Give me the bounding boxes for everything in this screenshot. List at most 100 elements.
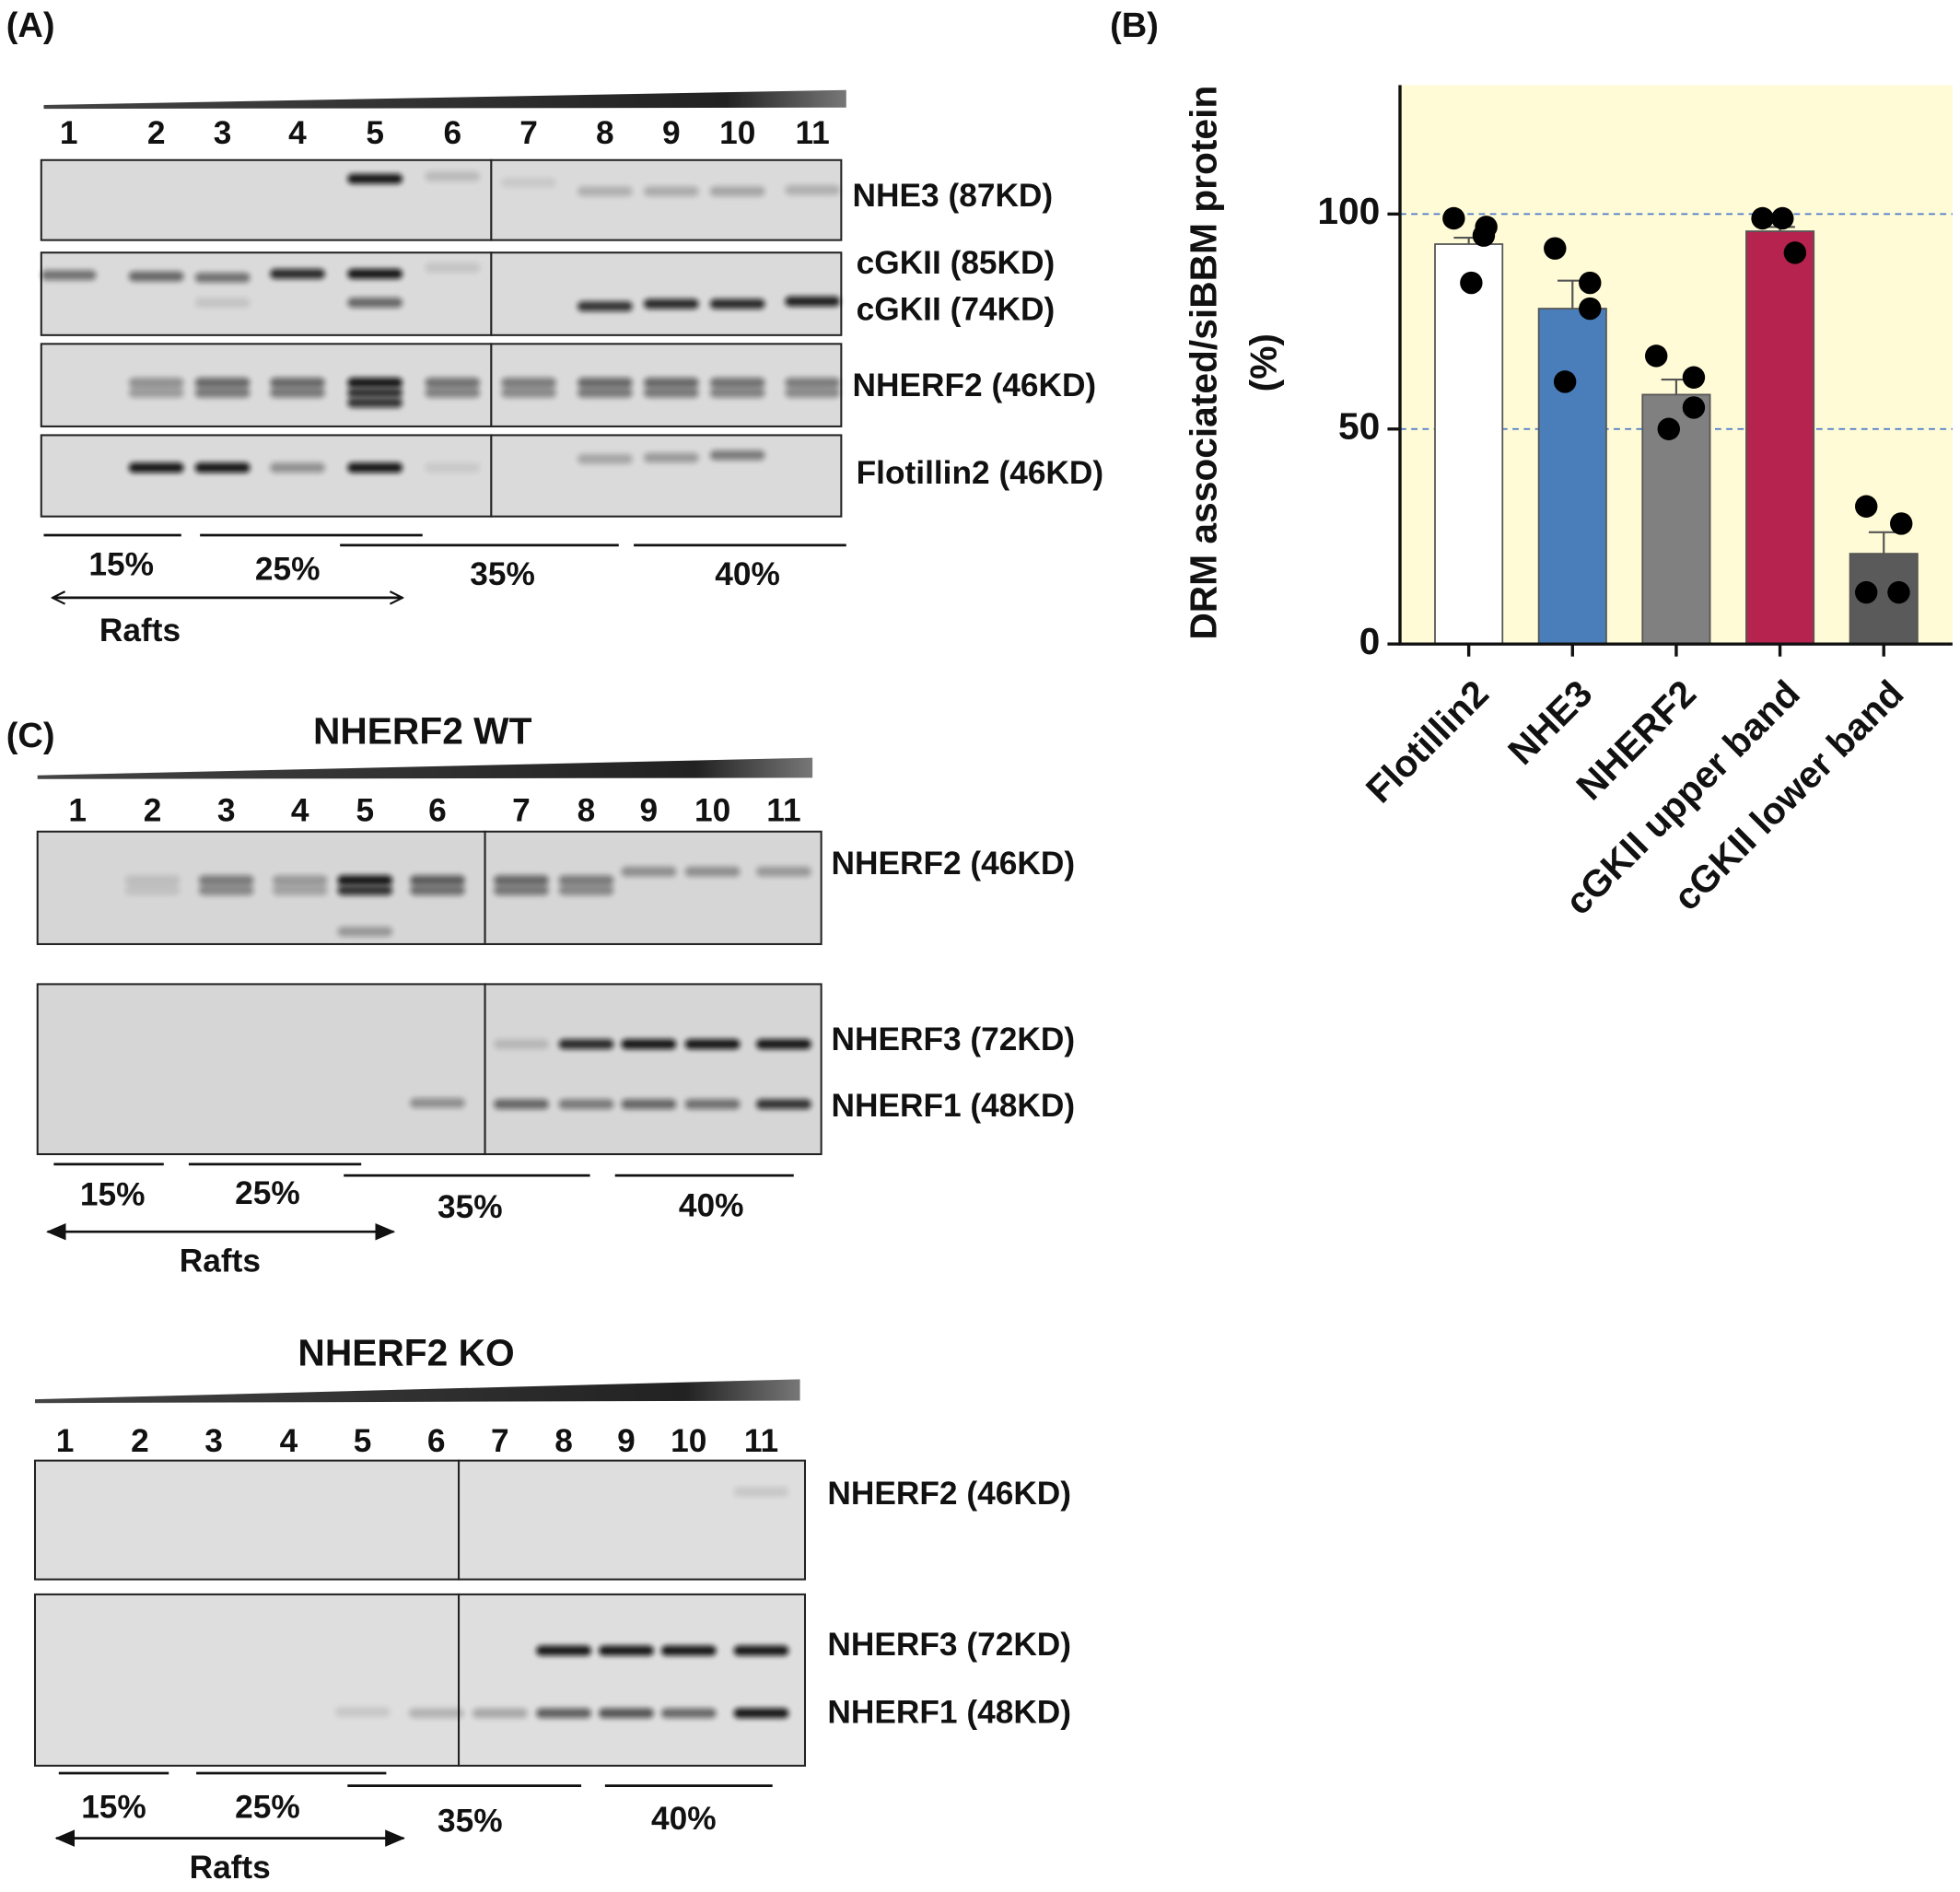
- panel-label: (B): [1110, 6, 1159, 45]
- lane-number: 3: [214, 115, 232, 151]
- lane-number: 1: [60, 115, 78, 151]
- blot-title: NHERF2 WT: [313, 710, 532, 753]
- lane-number: 7: [491, 1423, 509, 1459]
- protein-band: [785, 184, 840, 195]
- data-point: [1460, 271, 1483, 295]
- gradient-wedge: [43, 89, 846, 110]
- data-point: [1579, 271, 1602, 295]
- fraction-label: 35%: [438, 1189, 503, 1225]
- blot-membrane: [458, 1459, 807, 1581]
- data-point: [1783, 241, 1807, 264]
- protein-band: [709, 298, 765, 309]
- protein-band: [684, 866, 741, 877]
- protein-band: [272, 885, 328, 896]
- lane-number: 9: [617, 1423, 636, 1459]
- protein-band: [425, 387, 481, 398]
- protein-band: [709, 377, 765, 388]
- lane-number: 6: [443, 115, 461, 151]
- fraction-label: 40%: [651, 1801, 717, 1837]
- protein-band: [578, 186, 633, 197]
- protein-band: [425, 462, 481, 473]
- lane-number: 9: [662, 115, 681, 151]
- protein-band: [128, 377, 184, 388]
- lane-number: 2: [147, 115, 166, 151]
- fraction-label: 15%: [81, 1790, 146, 1826]
- lane-number: 7: [512, 793, 531, 829]
- protein-band: [785, 387, 840, 398]
- protein-band: [337, 885, 393, 896]
- protein-label: NHE3 (87KD): [853, 178, 1054, 214]
- bar: [1745, 230, 1815, 646]
- protein-band: [501, 377, 556, 388]
- lane-number: 5: [354, 1423, 372, 1459]
- protein-band: [198, 885, 254, 896]
- protein-band: [785, 296, 840, 307]
- lane-number: 10: [719, 115, 755, 151]
- protein-band: [785, 377, 840, 388]
- fraction-label: 40%: [679, 1188, 744, 1224]
- protein-label: cGKII (85KD): [857, 245, 1056, 281]
- protein-band: [494, 885, 549, 896]
- rafts-label: Rafts: [99, 613, 181, 648]
- gradient-wedge: [35, 1379, 800, 1404]
- protein-band: [337, 875, 393, 886]
- protein-band: [194, 387, 251, 398]
- protein-band: [536, 1645, 591, 1656]
- protein-band: [408, 1708, 464, 1719]
- protein-band: [599, 1708, 654, 1719]
- protein-band: [501, 177, 556, 188]
- protein-label: NHERF2 (46KD): [853, 368, 1097, 403]
- protein-band: [347, 387, 402, 398]
- bar: [1537, 308, 1607, 646]
- panel-a: (A) 1 2 3 4 5 6 7 8 9 10 11 NHE3 (87KD) cGKII (85KD) c…: [6, 6, 1103, 648]
- protein-label: NHERF3 (72KD): [832, 1022, 1076, 1057]
- data-point: [1645, 345, 1668, 368]
- protein-band: [128, 387, 184, 398]
- protein-band: [660, 1708, 717, 1719]
- protein-label: NHERF1 (48KD): [827, 1695, 1071, 1731]
- blot-membrane: [40, 251, 493, 336]
- blot-membrane: [458, 1593, 807, 1767]
- fraction-label: 15%: [80, 1177, 146, 1213]
- lane-number: 1: [68, 793, 87, 829]
- data-point: [1544, 237, 1567, 260]
- lane-number: 3: [217, 793, 236, 829]
- y-tick-label: 0: [1359, 620, 1381, 662]
- blot-membrane: [40, 158, 493, 241]
- protein-band: [501, 387, 556, 398]
- protein-band: [756, 1099, 811, 1110]
- y-tick-label: 100: [1317, 190, 1380, 232]
- y-axis-label: (%): [1242, 333, 1285, 391]
- protein-band: [347, 377, 402, 388]
- lane-number: 11: [766, 793, 800, 829]
- protein-band: [643, 298, 699, 309]
- protein-band: [425, 170, 481, 181]
- protein-band: [410, 885, 465, 896]
- blot-membrane: [40, 434, 493, 518]
- blot-membrane: [484, 983, 822, 1156]
- protein-band: [536, 1708, 591, 1719]
- protein-band: [347, 268, 402, 279]
- lane-number: 11: [795, 115, 829, 151]
- protein-band: [425, 263, 481, 273]
- protein-label: cGKII (74KD): [857, 291, 1056, 327]
- protein-band: [494, 1099, 549, 1110]
- lane-number: 10: [671, 1423, 706, 1459]
- protein-band: [124, 875, 181, 886]
- protein-band: [347, 298, 402, 308]
- data-point: [1855, 580, 1878, 604]
- protein-band: [756, 1039, 811, 1049]
- lane-number: 9: [640, 793, 659, 829]
- blot-membrane: [40, 343, 493, 427]
- protein-band: [410, 1097, 465, 1108]
- protein-band: [643, 377, 699, 388]
- data-point: [1657, 417, 1680, 440]
- protein-band: [270, 387, 325, 398]
- protein-band: [733, 1487, 789, 1498]
- lane-number: 3: [204, 1423, 223, 1459]
- protein-band: [124, 885, 181, 896]
- blot-membrane: [33, 1459, 461, 1581]
- data-point: [1442, 206, 1465, 230]
- data-point: [1887, 580, 1910, 604]
- protein-band: [425, 377, 481, 388]
